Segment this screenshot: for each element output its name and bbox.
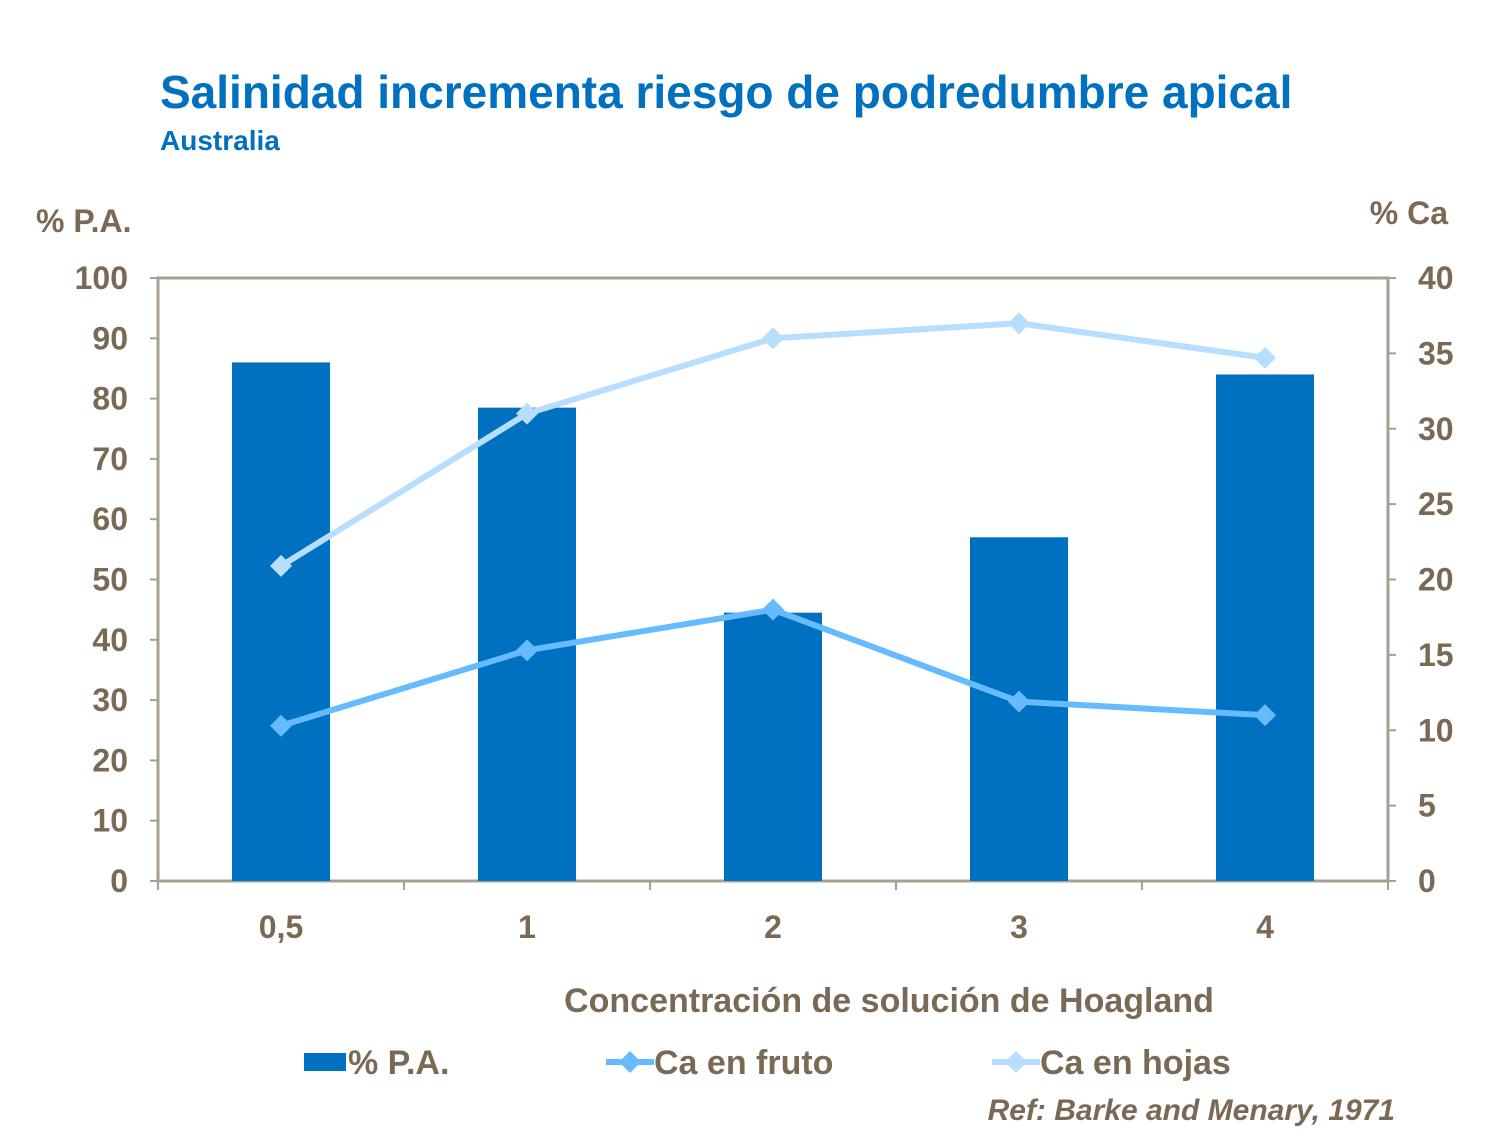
left-tick-label: 10: [92, 803, 128, 839]
left-tick-label: 0: [110, 863, 128, 899]
marker-ca-en-fruto: [1254, 704, 1276, 727]
line-ca-en-hojas: [279, 320, 1266, 569]
right-tick-label: 30: [1418, 411, 1454, 447]
right-tick-label: 15: [1418, 637, 1454, 673]
marker-ca-en-fruto: [270, 714, 292, 737]
left-tick-label: 50: [92, 562, 128, 598]
legend: % P.A. Ca en fruto Ca en hojas: [304, 1044, 1231, 1082]
right-tick-label: 35: [1418, 335, 1454, 371]
x-tick-label: 3: [1010, 909, 1028, 945]
marker-ca-en-fruto: [516, 639, 538, 662]
marker-ca-en-hojas: [1254, 346, 1276, 369]
right-tick-label: 5: [1418, 788, 1436, 824]
right-tick-label: 40: [1418, 260, 1454, 296]
marker-ca-en-hojas: [270, 554, 292, 577]
x-tick-label: 0,5: [259, 909, 303, 945]
bar-pa: [1216, 374, 1314, 881]
bar-pa: [724, 612, 822, 881]
legend-label: % P.A.: [348, 1044, 449, 1082]
chart-subtitle: Australia: [160, 125, 280, 156]
left-tick-label: 30: [92, 682, 128, 718]
marker-ca-en-hojas: [1008, 312, 1030, 335]
legend-marker: [1005, 1051, 1027, 1073]
legend-swatch-bar: [304, 1053, 346, 1071]
marker-ca-en-hojas: [762, 327, 784, 350]
right-tick-label: 10: [1418, 712, 1454, 748]
right-tick-label: 20: [1418, 562, 1454, 598]
left-tick-label: 100: [75, 260, 128, 296]
chart-title: Salinidad incrementa riesgo de podredumb…: [160, 66, 1292, 118]
x-tick-label: 1: [518, 909, 536, 945]
left-tick-label: 20: [92, 742, 128, 778]
marker-ca-en-hojas: [516, 402, 538, 425]
bar-pa: [232, 362, 330, 881]
legend-marker: [619, 1051, 641, 1073]
left-tick-label: 90: [92, 320, 128, 356]
plot-area: 0 10 20 30 40 50 60 70 80 90 100 0 5 10 15 20 25 30 35 40 0,…: [75, 260, 1454, 945]
x-tick-label: 4: [1256, 909, 1274, 945]
right-tick-label: 0: [1418, 863, 1436, 899]
right-axis-label: % Ca: [1370, 195, 1448, 231]
legend-label: Ca en fruto: [654, 1044, 833, 1082]
left-tick-label: 40: [92, 622, 128, 658]
reference-annotation: Ref: Barke and Menary, 1971: [988, 1094, 1395, 1126]
x-axis-label: Concentración de solución de Hoagland: [564, 982, 1214, 1020]
left-tick-label: 70: [92, 441, 128, 477]
x-tick-label: 2: [764, 909, 782, 945]
marker-ca-en-fruto: [1008, 690, 1030, 713]
marker-ca-en-fruto: [762, 598, 784, 621]
right-tick-label: 25: [1418, 486, 1454, 522]
legend-label: Ca en hojas: [1040, 1044, 1231, 1082]
left-tick-label: 60: [92, 501, 128, 537]
left-tick-label: 80: [92, 381, 128, 417]
left-axis-label: % P.A.: [36, 203, 131, 239]
